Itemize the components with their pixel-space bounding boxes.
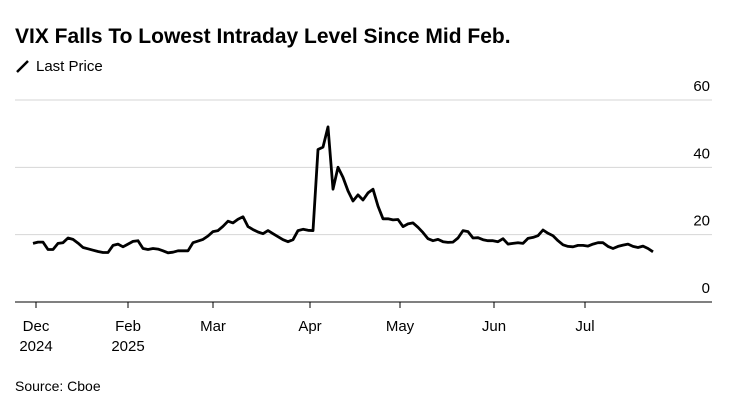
legend-swatch bbox=[16, 60, 29, 73]
series-line bbox=[32, 125, 654, 255]
y-tick-label: 0 bbox=[702, 280, 710, 297]
x-tick-label: Dec bbox=[23, 318, 50, 335]
source: Source: Cboe bbox=[15, 378, 101, 394]
y-tick-label: 40 bbox=[693, 145, 710, 162]
y-tick-label: 60 bbox=[693, 78, 710, 95]
x-tick-sublabel: 2025 bbox=[111, 338, 144, 355]
x-tick-label: Feb bbox=[115, 318, 141, 335]
x-tick-sublabel: 2024 bbox=[19, 338, 52, 355]
x-tick-label: Mar bbox=[200, 318, 226, 335]
x-tick-label: Apr bbox=[298, 318, 321, 335]
x-tick-label: Jul bbox=[575, 318, 594, 335]
x-tick-label: May bbox=[386, 318, 415, 335]
x-tick-label: Jun bbox=[482, 318, 506, 335]
legend-label: Last Price bbox=[36, 58, 103, 75]
chart-title: VIX Falls To Lowest Intraday Level Since… bbox=[15, 25, 511, 48]
y-tick-label: 20 bbox=[693, 213, 710, 230]
